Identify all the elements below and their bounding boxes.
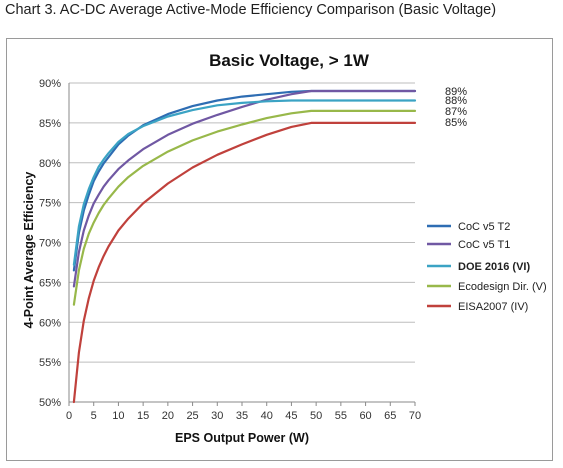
y-tick-label: 50% [39,397,61,409]
y-tick-label: 85% [39,118,61,130]
tick-labels: 50% 55% 60% 65% 70% 75% 80% 85% 90% 0 5 10 15 20 25 30 3… [39,78,421,422]
y-axis-title: 4-Point Average Efficiency [22,172,36,329]
x-tick-label: 65 [384,410,396,422]
legend-label: Ecodesign Dir. (V) [458,281,547,293]
x-tick-label: 40 [261,410,273,422]
chart-title: Basic Voltage, > 1W [209,51,370,70]
y-tick-label: 65% [39,277,61,289]
y-tick-label: 55% [39,357,61,369]
series-line-2 [72,89,417,288]
legend-label: DOE 2016 (VI) [458,261,530,273]
y-tick-label: 70% [39,238,61,250]
x-tick-label: 45 [285,410,297,422]
x-tick-label: 25 [186,410,198,422]
legend: CoC v5 T2 CoC v5 T1 DOE 2016 (VI) Ecodesign… [427,221,547,313]
series-line-4 [72,109,417,306]
y-tick-label: 80% [39,158,61,170]
end-value-label: 87% [445,106,467,118]
y-tick-label: 90% [39,78,61,90]
end-value-label: 88% [445,95,467,107]
gridlines [69,82,415,403]
series-line-3 [72,99,417,266]
x-tick-label: 60 [359,410,371,422]
series-line-1 [72,89,417,272]
legend-label: EISA2007 (IV) [458,301,528,313]
y-tick-label: 75% [39,198,61,210]
x-tick-label: 15 [137,410,149,422]
chart-caption: Chart 3. AC-DC Average Active-Mode Effic… [5,2,497,18]
x-tick-label: 20 [162,410,174,422]
x-tick-label: 50 [310,410,322,422]
end-value-label: 85% [445,117,467,129]
chart-frame [6,38,553,461]
series-line-5 [72,121,417,404]
x-axis-title: EPS Output Power (W) [175,431,309,445]
x-tick-label: 0 [66,410,72,422]
end-value-label: 89% [445,86,467,98]
x-tick-label: 35 [236,410,248,422]
x-tick-label: 70 [409,410,421,422]
legend-label: CoC v5 T2 [458,221,510,233]
y-tick-label: 60% [39,317,61,329]
series-lines [72,89,417,404]
x-tick-label: 5 [91,410,97,422]
x-tick-label: 30 [211,410,223,422]
x-tick-label: 55 [335,410,347,422]
end-value-labels: 89%88%87%85% [445,86,467,129]
legend-label: CoC v5 T1 [458,239,510,251]
x-tick-label: 10 [112,410,124,422]
axes [68,83,416,406]
